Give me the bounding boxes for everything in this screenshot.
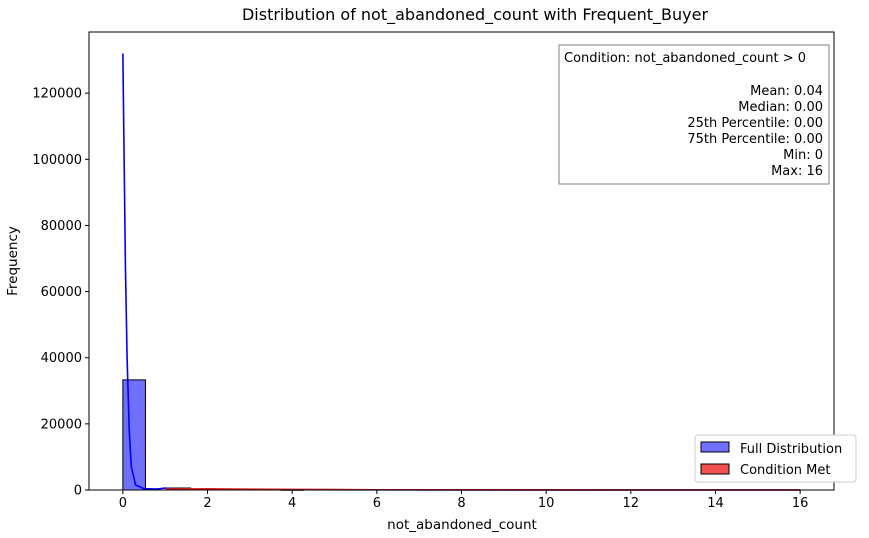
legend-label-condition-met: Condition Met [740,463,830,478]
y-tick-label-100000: 100000 [32,153,82,168]
stats-line-p25: 25th Percentile: 0.00 [687,116,823,131]
stats-box-frame [558,44,830,185]
x-tick-label-10: 10 [538,496,555,511]
stats-line-min: Min: 0 [783,148,823,163]
legend-frame [694,434,857,483]
x-axis: 0 2 4 6 8 10 12 14 16 [119,490,809,511]
stats-line-median: Median: 0.00 [738,100,823,115]
x-tick-label-4: 4 [288,496,296,511]
stats-box: Condition: not_abandoned_count > 0 Mean:… [558,44,830,185]
legend-swatch-condition-met [700,463,730,475]
stats-condition: Condition: not_abandoned_count > 0 [564,51,806,66]
stats-line-max: Max: 16 [771,164,823,179]
y-axis: 0 20000 40000 60000 80000 100000 120000 [32,87,89,499]
y-tick-label-60000: 60000 [41,285,82,300]
y-tick-label-120000: 120000 [32,87,82,102]
stats-line-p75: 75th Percentile: 0.00 [687,132,823,147]
x-tick-label-16: 16 [792,496,809,511]
y-tick-label-20000: 20000 [41,417,82,432]
stats-line-mean: Mean: 0.04 [750,84,823,99]
x-tick-label-0: 0 [119,496,127,511]
y-tick-label-80000: 80000 [41,219,82,234]
bar-full-distribution-0 [122,379,146,491]
y-tick-label-40000: 40000 [41,351,82,366]
x-tick-label-12: 12 [623,496,640,511]
x-tick-label-8: 8 [457,496,465,511]
x-tick-label-14: 14 [707,496,724,511]
x-tick-label-6: 6 [373,496,381,511]
legend-swatch-full-distribution [700,441,730,453]
x-axis-label: not_abandoned_count [387,517,537,533]
x-tick-label-2: 2 [203,496,211,511]
legend-label-full-distribution: Full Distribution [740,442,842,457]
y-tick-label-0: 0 [74,484,82,499]
chart-title: Distribution of not_abandoned_count with… [242,5,708,25]
legend: Full Distribution Condition Met [694,434,857,483]
y-axis-label: Frequency [5,226,21,296]
